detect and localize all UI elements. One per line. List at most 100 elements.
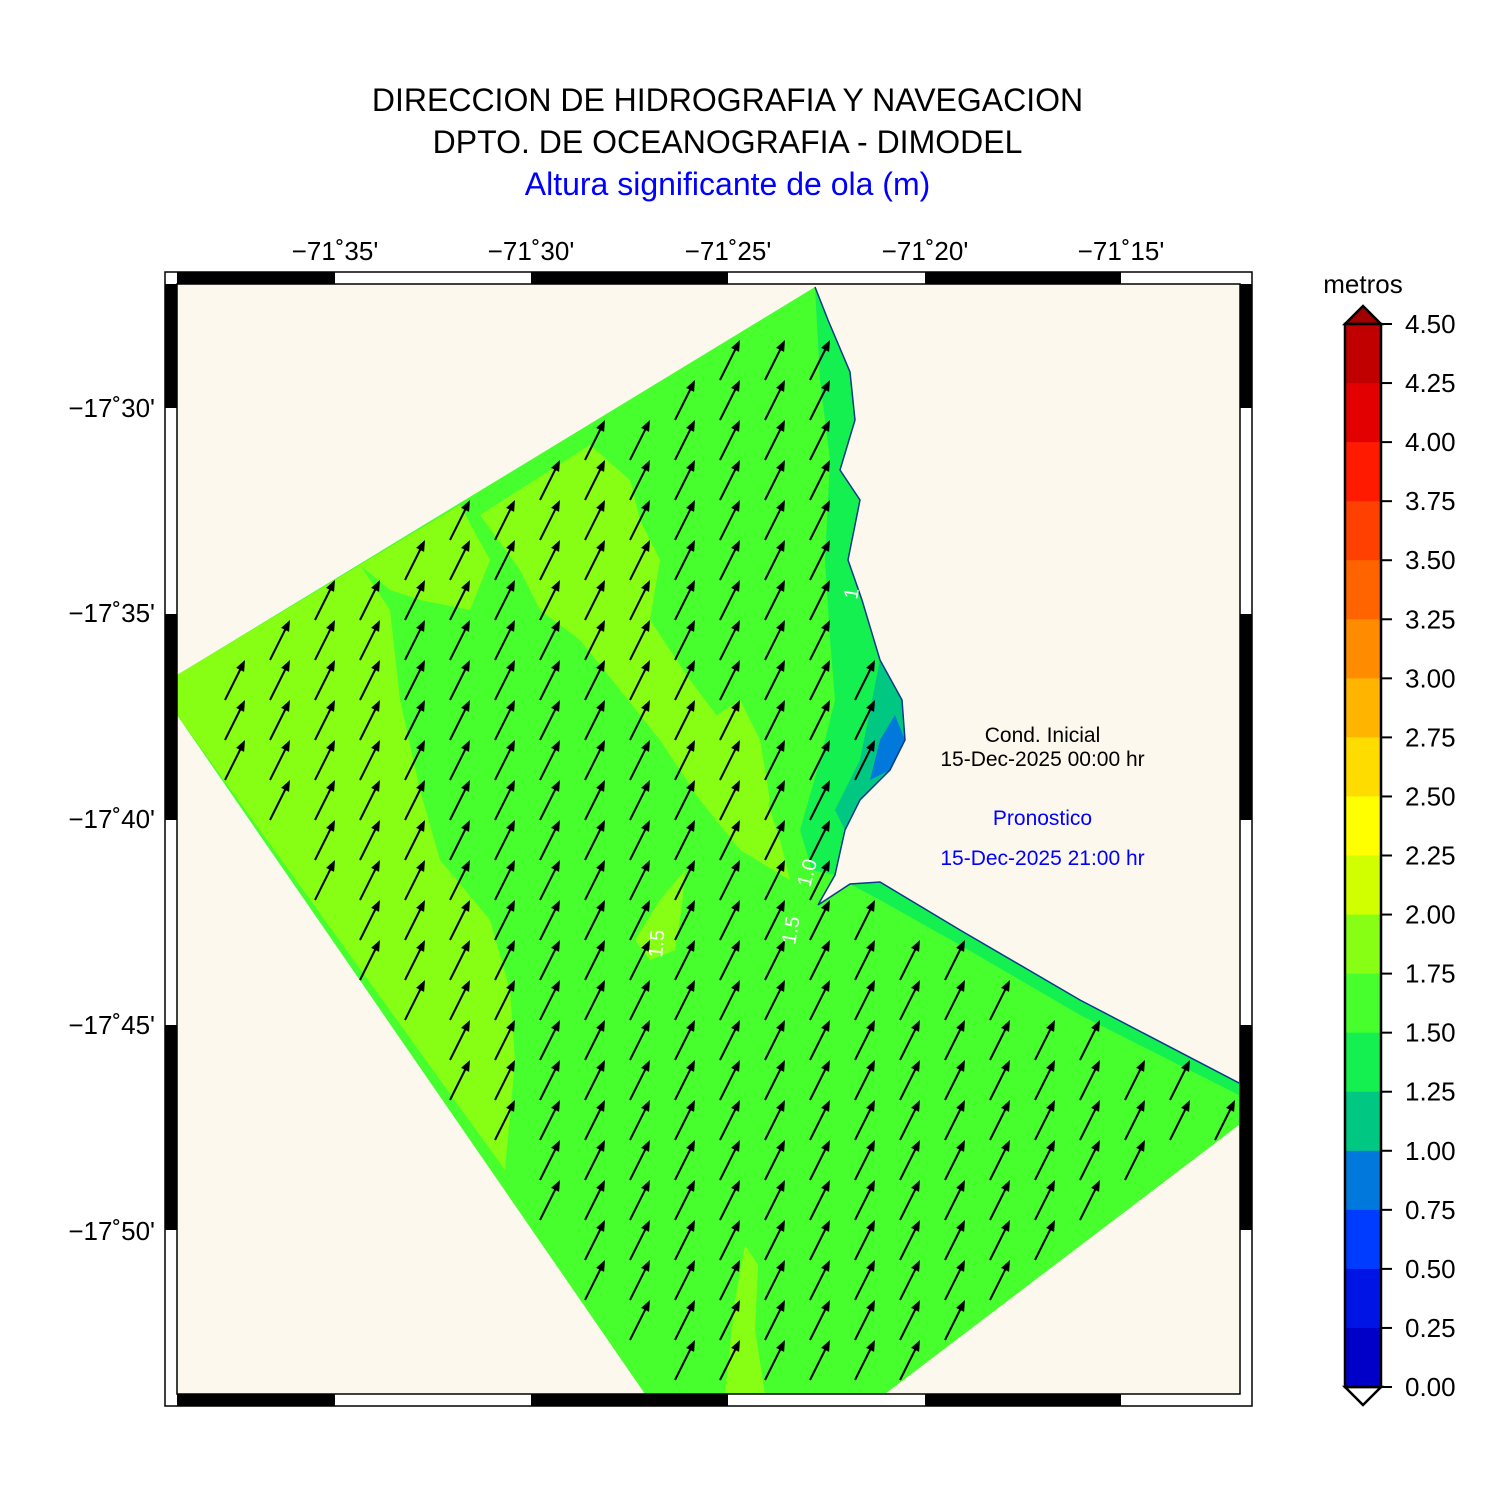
wave-arrow [494,540,515,581]
wave-arrow [764,1140,785,1181]
wave-arrow [404,580,425,621]
wave-arrow [494,1020,515,1061]
wave-arrow [494,820,515,861]
wave-arrow [719,660,740,701]
wave-arrow [809,420,830,461]
wave-arrow [674,820,695,861]
wave-arrow [539,740,560,781]
wave-arrow [539,940,560,981]
legend-tick-label: 2.75 [1405,722,1456,752]
wave-arrow [584,540,605,581]
wave-arrow [809,820,830,861]
wave-arrow [854,1340,875,1381]
contour-label: 1.5 [645,929,669,959]
wave-arrow [719,1340,740,1381]
wave-arrow [224,660,245,701]
wave-arrow [629,740,650,781]
wave-arrow [539,780,560,821]
wave-arrow [764,860,785,901]
wave-arrow [584,1220,605,1261]
wave-arrow [1079,1020,1100,1061]
wave-arrow [404,660,425,701]
wave-arrow [854,1100,875,1141]
legend-color-band [1345,1268,1381,1329]
legend-color-band [1345,619,1381,679]
legend-unit: metros [1323,269,1402,299]
lon-tick-label: −71˚35' [292,236,379,266]
legend-color-band [1345,973,1381,1034]
wave-arrow [809,900,830,941]
wave-arrow [764,1180,785,1221]
coast-outline [814,286,1239,1084]
wave-arrow [1034,1020,1055,1061]
wave-arrow [809,540,830,581]
wave-arrow [809,940,830,981]
wave-arrow [629,820,650,861]
wave-arrow [944,1300,965,1341]
wave-arrow [539,500,560,541]
wave-arrow [1034,1060,1055,1101]
wave-arrow [629,1220,650,1261]
wave-arrow [764,620,785,661]
legend-tick-label: 3.25 [1405,604,1456,634]
wave-arrow [764,1220,785,1261]
wave-arrow [809,1300,830,1341]
wave-arrow [224,700,245,741]
wave-arrow [404,940,425,981]
wave-arrow [944,1100,965,1141]
wave-arrow [629,1260,650,1301]
wave-arrow [494,660,515,701]
wave-arrow [809,1020,830,1061]
wave-arrow [449,1020,470,1061]
wave-arrow [584,580,605,621]
wave-arrow [1124,1140,1145,1181]
title-line-3: Altura significante de ola (m) [524,166,931,202]
wave-arrow [674,1220,695,1261]
wave-arrow [539,660,560,701]
contour-labels: 1.5 1.5 1.0 1 [645,586,864,958]
lat-axis-labels: −17˚30' −17˚35' −17˚40' −17˚45' −17˚50' [68,393,155,1246]
wave-arrow [899,1180,920,1221]
wave-arrow [449,500,470,541]
wave-arrow [584,860,605,901]
wave-arrow [764,1060,785,1101]
wave-arrow [854,1260,875,1301]
wave-arrow [269,700,290,741]
wave-arrow [854,1300,875,1341]
wave-arrow [494,500,515,541]
wave-arrow [539,1060,560,1101]
wave-arrow [314,660,335,701]
frame-bar [165,1025,177,1230]
wave-arrow [584,940,605,981]
legend-tick-label: 4.00 [1405,427,1456,457]
wave-arrow [584,740,605,781]
wave-arrow [584,820,605,861]
wave-arrow [314,860,335,901]
wave-arrow [764,940,785,981]
wave-arrow [404,620,425,661]
wave-arrow [989,1260,1010,1301]
legend-color-band [1345,560,1381,620]
wave-patch-south [725,1245,765,1394]
wave-arrow [764,500,785,541]
wave-arrow [674,1300,695,1341]
wave-arrow [674,900,695,941]
wave-arrow [674,620,695,661]
wave-arrow [674,1140,695,1181]
wave-arrow [629,860,650,901]
wave-arrow [494,980,515,1021]
wave-arrow [944,1260,965,1301]
wave-arrow [539,580,560,621]
wave-arrow [1169,1100,1190,1141]
wave-arrow [719,380,740,421]
wave-arrow [584,1020,605,1061]
frame-bar [177,272,335,284]
wave-arrow [674,660,695,701]
frame-bar [1240,284,1252,408]
wave-arrow [854,940,875,981]
wave-arrow [359,900,380,941]
legend-color-band [1345,501,1381,561]
wave-arrow [539,1100,560,1141]
wave-arrow [719,1180,740,1221]
wave-arrow [359,580,380,621]
